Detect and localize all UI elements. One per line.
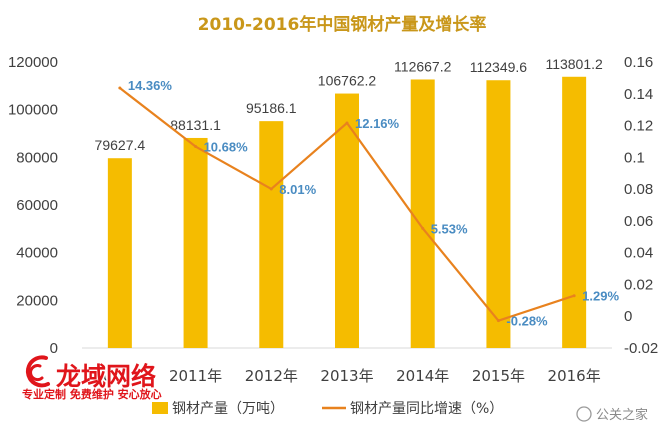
wechat-icon [576,406,592,422]
left-tick-label: 80000 [16,149,58,166]
bar [486,80,511,348]
chart-title: 2010-2016年中国钢材产量及增长率 [198,14,487,35]
left-axis: 0 20000 40000 60000 80000 100000 120000 [8,54,58,357]
x-tick-label: 2011年 [169,367,222,385]
x-tick-label: 2010年 [93,367,146,385]
bar-data-label: 79627.4 [95,137,146,153]
left-tick-label: 120000 [8,54,58,71]
line-data-label: -0.28% [506,314,548,329]
line-point [421,226,425,230]
legend: 钢材产量（万吨） 钢材产量同比增速（%） [152,401,503,417]
corner-watermark: 公关之家 [576,406,648,423]
left-tick-label: 40000 [16,245,58,262]
left-tick-label: 0 [50,340,58,357]
x-tick-label: 2015年 [472,367,525,385]
line-data-label: 8.01% [279,182,316,197]
left-tick-label: 60000 [16,197,58,214]
line-point [345,121,349,125]
line-point [572,294,576,298]
line-point [118,86,122,90]
right-axis: -0.02 0 0.02 0.04 0.06 0.08 0.1 0.12 0.14 0.16 [624,54,658,357]
right-tick-label: 0.08 [624,181,653,198]
x-tick-label: 2012年 [245,367,298,385]
right-tick-label: -0.02 [624,340,658,357]
logo-watermark: 龙域网络 专业定制 免费维护 安心放心 [21,355,163,402]
right-tick-label: 0.12 [624,118,653,135]
legend-label-line: 钢材产量同比增速（%） [350,401,503,417]
x-tick-label: 2016年 [548,367,601,385]
x-axis: 2010年 2011年 2012年 2013年 2014年 2015年 2016年 [93,367,600,385]
bar-data-label: 112667.2 [394,58,452,74]
bar [183,137,208,348]
right-tick-label: 0.1 [624,149,645,166]
logo-swirl-icon [25,355,50,388]
bar-data-label: 113801.2 [545,56,603,72]
line-data-label: 5.53% [431,221,468,236]
right-tick-label: 0.06 [624,213,653,230]
line-point [269,187,273,191]
bar-data-label: 112349.6 [470,59,528,75]
line-data-labels: 14.36% 10.68% 8.01% 12.16% 5.53% -0.28% 1.29% [128,78,620,329]
line-data-label: 12.16% [355,116,400,131]
bar-data-labels: 79627.4 88131.1 95186.1 106762.2 112667.2 112… [95,56,603,153]
line-point [194,145,198,149]
bar-data-label: 106762.2 [318,73,377,89]
line-point [496,319,500,323]
line-data-label: 1.29% [582,289,619,304]
bar [410,79,435,349]
logo-tagline: 专业定制 免费维护 安心放心 [22,387,162,401]
bar [259,121,284,348]
right-tick-label: 0.16 [624,54,653,71]
legend-swatch-bar [152,402,168,414]
right-tick-label: 0.02 [624,276,653,293]
line-data-label: 14.36% [128,78,173,93]
bar-data-label: 88131.1 [170,117,221,133]
right-tick-label: 0.04 [624,245,653,262]
bar-series [107,76,587,349]
bar-data-label: 95186.1 [246,100,297,116]
right-tick-label: 0 [624,308,632,325]
bar [107,158,132,348]
x-tick-label: 2014年 [396,367,449,385]
legend-label-bar: 钢材产量（万吨） [172,401,284,417]
corner-watermark-text: 公关之家 [596,407,648,423]
line-data-label: 10.68% [204,140,249,155]
right-tick-label: 0.14 [624,86,653,103]
logo-text: 龙域网络 [56,362,156,391]
left-tick-label: 20000 [16,292,58,309]
bar [562,76,587,348]
line-series [118,86,576,323]
x-tick-label: 2013年 [320,367,373,385]
left-tick-label: 100000 [8,102,58,119]
